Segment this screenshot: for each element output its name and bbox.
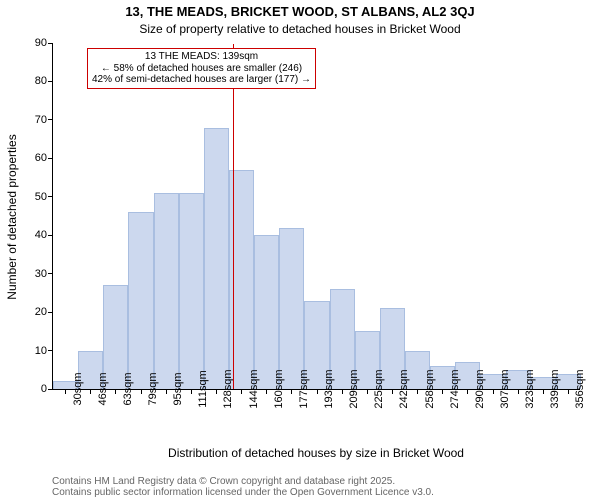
y-tick-label: 10 [35,345,53,357]
plot-area: 010203040506070809030sqm46sqm63sqm79sqm9… [52,44,580,390]
histogram-bar [254,235,279,389]
x-tick-label: 356sqm [568,369,586,408]
x-tick-label: 144sqm [242,369,260,408]
x-tick-label: 46sqm [91,372,109,405]
property-size-histogram: 13, THE MEADS, BRICKET WOOD, ST ALBANS, … [0,0,600,500]
footer-line: Contains public sector information licen… [52,487,600,498]
histogram-bar [179,193,204,389]
x-tick-label: 323sqm [518,369,536,408]
annotation-line: 42% of semi-detached houses are larger (… [92,74,311,86]
histogram-bar [204,128,229,389]
y-tick-label: 50 [35,191,53,203]
x-tick-label: 242sqm [392,369,410,408]
histogram-bar [128,212,153,389]
annotation-line: ← 58% of detached houses are smaller (24… [92,63,311,75]
x-tick-label: 95sqm [166,372,184,405]
chart-title: 13, THE MEADS, BRICKET WOOD, ST ALBANS, … [0,4,600,19]
annotation-box: 13 THE MEADS: 139sqm← 58% of detached ho… [87,48,316,89]
x-tick-label: 63sqm [116,372,134,405]
x-tick-label: 160sqm [267,369,285,408]
x-tick-label: 307sqm [493,369,511,408]
x-tick-label: 209sqm [342,369,360,408]
y-tick-label: 80 [35,75,53,87]
histogram-bar [279,228,304,389]
x-tick-label: 274sqm [443,369,461,408]
y-tick-label: 70 [35,114,53,126]
chart-footer: Contains HM Land Registry data © Crown c… [52,476,600,498]
x-tick-label: 128sqm [216,369,234,408]
x-tick-label: 30sqm [66,372,84,405]
x-tick-label: 258sqm [418,369,436,408]
reference-line [233,44,234,389]
y-axis-label: Number of detached properties [5,134,19,299]
x-axis-label: Distribution of detached houses by size … [52,446,580,460]
x-tick-label: 225sqm [367,369,385,408]
x-tick-label: 79sqm [141,372,159,405]
y-tick-label: 30 [35,268,53,280]
x-tick-label: 339sqm [543,369,561,408]
footer-line: Contains HM Land Registry data © Crown c… [52,476,600,487]
y-tick-label: 60 [35,152,53,164]
histogram-bar [154,193,179,389]
x-tick-label: 193sqm [317,369,335,408]
annotation-line: 13 THE MEADS: 139sqm [92,51,311,63]
y-tick-label: 0 [41,383,53,395]
x-tick-label: 111sqm [191,370,209,408]
y-tick-label: 40 [35,229,53,241]
x-tick-label: 177sqm [292,369,310,408]
y-tick-label: 90 [35,37,53,49]
x-tick-label: 290sqm [468,369,486,408]
chart-subtitle: Size of property relative to detached ho… [0,22,600,36]
y-tick-label: 20 [35,306,53,318]
